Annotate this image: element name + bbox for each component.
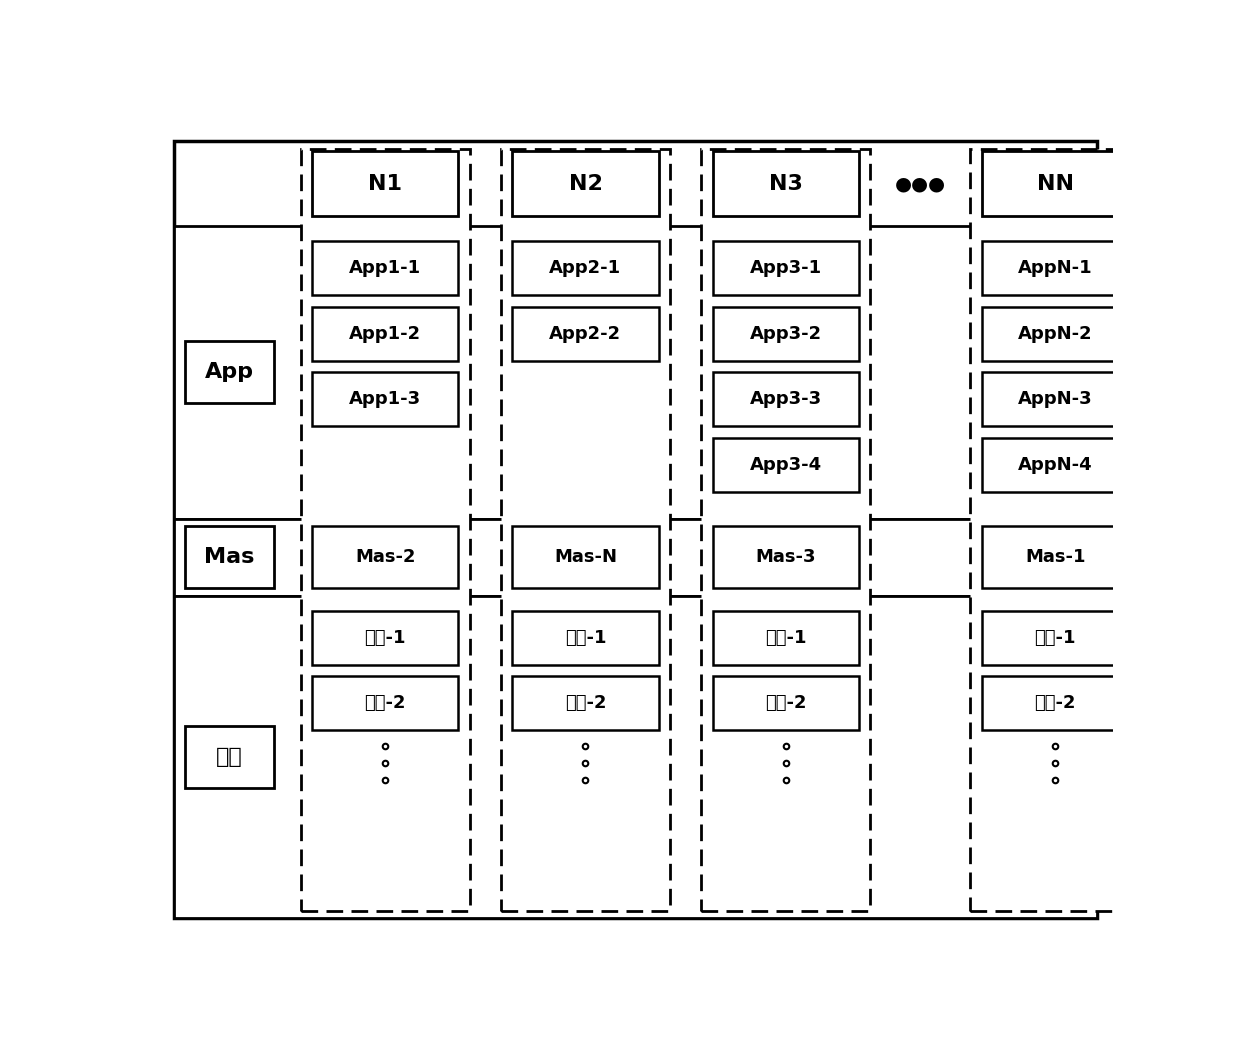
- Bar: [501, 149, 670, 911]
- Bar: [713, 372, 859, 426]
- Text: App3-4: App3-4: [750, 455, 822, 474]
- Text: Mas-2: Mas-2: [355, 548, 415, 566]
- Bar: [713, 241, 859, 295]
- Bar: [312, 611, 459, 665]
- Text: NN: NN: [1037, 174, 1074, 194]
- Bar: [512, 677, 658, 730]
- Bar: [971, 149, 1140, 911]
- Text: Mas-N: Mas-N: [554, 548, 618, 566]
- Bar: [982, 611, 1128, 665]
- Bar: [982, 306, 1128, 361]
- Bar: [512, 241, 658, 295]
- Bar: [701, 149, 870, 911]
- Text: N1: N1: [368, 174, 402, 194]
- Bar: [512, 306, 658, 361]
- Bar: [174, 596, 1097, 918]
- Text: App1-3: App1-3: [350, 390, 422, 408]
- Text: App: App: [205, 362, 254, 382]
- Bar: [512, 611, 658, 665]
- Bar: [982, 527, 1128, 587]
- Text: App2-1: App2-1: [549, 259, 621, 277]
- Text: AppN-4: AppN-4: [1018, 455, 1092, 474]
- Text: Mas-1: Mas-1: [1025, 548, 1085, 566]
- Bar: [174, 518, 1097, 596]
- Text: 代理-2: 代理-2: [564, 694, 606, 712]
- Text: N2: N2: [568, 174, 603, 194]
- Text: 代理-1: 代理-1: [564, 629, 606, 647]
- Bar: [713, 611, 859, 665]
- Text: ●●●: ●●●: [895, 174, 946, 193]
- Bar: [713, 306, 859, 361]
- Text: AppN-1: AppN-1: [1018, 259, 1092, 277]
- Bar: [713, 527, 859, 587]
- Text: App3-2: App3-2: [750, 325, 822, 343]
- Bar: [185, 726, 274, 788]
- Text: 代理-1: 代理-1: [1034, 629, 1076, 647]
- Text: N3: N3: [769, 174, 802, 194]
- Text: App2-2: App2-2: [549, 325, 621, 343]
- Text: App3-3: App3-3: [750, 390, 822, 408]
- Bar: [300, 149, 470, 911]
- Text: Mas: Mas: [205, 548, 254, 568]
- Text: 代理-2: 代理-2: [365, 694, 405, 712]
- Bar: [982, 241, 1128, 295]
- Text: 代理-1: 代理-1: [365, 629, 405, 647]
- Text: App1-1: App1-1: [350, 259, 422, 277]
- Bar: [982, 372, 1128, 426]
- Text: 代理: 代理: [216, 747, 243, 767]
- Bar: [185, 342, 274, 403]
- Bar: [312, 306, 459, 361]
- Text: 代理-1: 代理-1: [765, 629, 806, 647]
- Text: 代理-2: 代理-2: [765, 694, 806, 712]
- Bar: [512, 527, 658, 587]
- Bar: [512, 151, 658, 216]
- Bar: [982, 677, 1128, 730]
- Bar: [174, 226, 1097, 518]
- Bar: [713, 151, 859, 216]
- Bar: [312, 677, 459, 730]
- Bar: [312, 241, 459, 295]
- Text: App1-2: App1-2: [350, 325, 422, 343]
- Bar: [312, 527, 459, 587]
- Bar: [982, 437, 1128, 492]
- Bar: [713, 677, 859, 730]
- Text: Mas-3: Mas-3: [755, 548, 816, 566]
- Bar: [185, 527, 274, 587]
- Bar: [982, 151, 1128, 216]
- Text: AppN-3: AppN-3: [1018, 390, 1092, 408]
- Bar: [312, 372, 459, 426]
- Text: 代理-2: 代理-2: [1034, 694, 1076, 712]
- Text: AppN-2: AppN-2: [1018, 325, 1092, 343]
- Bar: [312, 151, 459, 216]
- Text: App3-1: App3-1: [750, 259, 822, 277]
- Bar: [713, 437, 859, 492]
